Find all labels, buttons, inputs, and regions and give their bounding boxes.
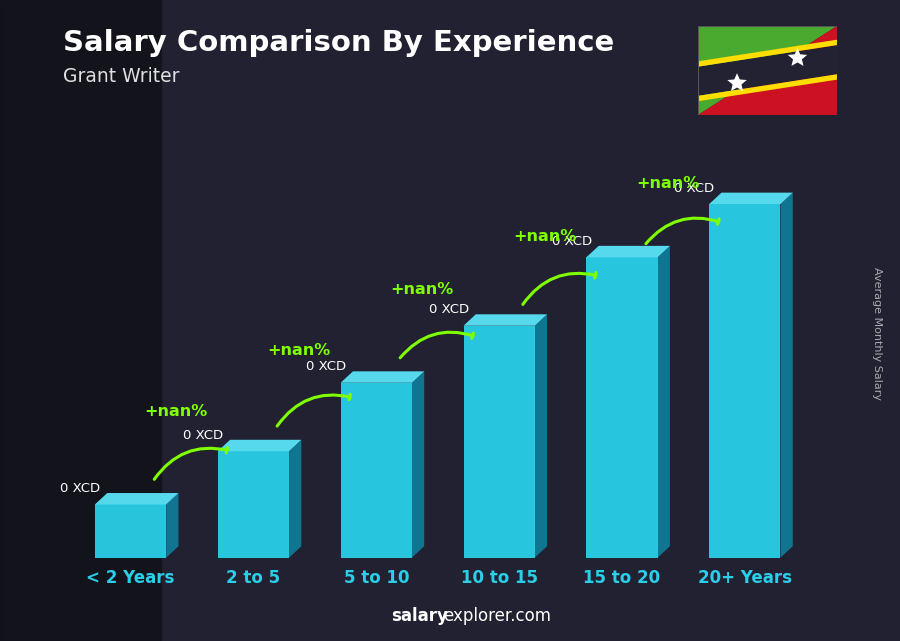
Text: 0 XCD: 0 XCD	[428, 303, 469, 316]
Polygon shape	[94, 504, 166, 558]
Text: +nan%: +nan%	[390, 282, 454, 297]
Polygon shape	[709, 204, 780, 558]
Polygon shape	[94, 493, 178, 504]
Polygon shape	[788, 48, 807, 66]
Text: 0 XCD: 0 XCD	[552, 235, 591, 248]
Text: Grant Writer: Grant Writer	[63, 67, 179, 87]
Polygon shape	[535, 314, 547, 558]
Text: +nan%: +nan%	[635, 176, 699, 191]
Text: 0 XCD: 0 XCD	[306, 360, 346, 373]
Polygon shape	[698, 74, 837, 101]
Polygon shape	[658, 246, 670, 558]
Polygon shape	[698, 45, 837, 96]
Text: salary: salary	[392, 607, 448, 625]
Text: +nan%: +nan%	[144, 404, 208, 419]
Polygon shape	[698, 40, 837, 67]
Text: 0 XCD: 0 XCD	[183, 429, 223, 442]
Polygon shape	[341, 383, 412, 558]
Polygon shape	[166, 493, 178, 558]
Text: explorer.com: explorer.com	[443, 607, 551, 625]
Polygon shape	[709, 193, 793, 204]
Text: +nan%: +nan%	[267, 343, 330, 358]
Polygon shape	[289, 440, 302, 558]
Text: Salary Comparison By Experience: Salary Comparison By Experience	[63, 29, 614, 57]
Polygon shape	[587, 257, 658, 558]
Text: 0 XCD: 0 XCD	[60, 482, 100, 495]
Polygon shape	[218, 440, 302, 451]
Polygon shape	[341, 371, 424, 383]
Polygon shape	[464, 314, 547, 326]
Polygon shape	[587, 246, 670, 257]
Polygon shape	[698, 26, 837, 115]
Polygon shape	[780, 193, 793, 558]
Text: Average Monthly Salary: Average Monthly Salary	[872, 267, 883, 400]
Polygon shape	[727, 73, 747, 91]
Polygon shape	[412, 371, 424, 558]
Polygon shape	[218, 451, 289, 558]
Text: +nan%: +nan%	[513, 229, 576, 244]
Polygon shape	[698, 26, 837, 115]
Text: 0 XCD: 0 XCD	[674, 181, 715, 194]
Polygon shape	[464, 326, 535, 558]
